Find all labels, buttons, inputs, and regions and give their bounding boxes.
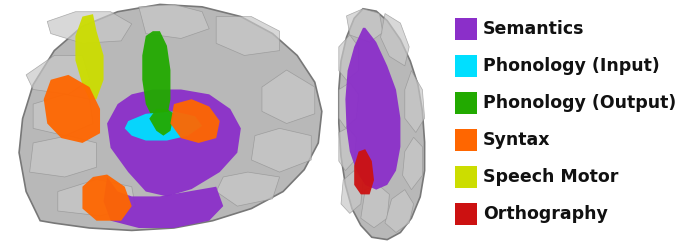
Bar <box>455 92 477 114</box>
Polygon shape <box>216 17 280 56</box>
Polygon shape <box>83 175 132 221</box>
Polygon shape <box>48 12 132 43</box>
Polygon shape <box>170 99 220 143</box>
Polygon shape <box>347 9 383 42</box>
Polygon shape <box>33 94 93 136</box>
Polygon shape <box>345 28 400 190</box>
Polygon shape <box>103 177 223 228</box>
Bar <box>455 129 477 151</box>
Polygon shape <box>339 9 424 240</box>
Polygon shape <box>58 179 135 216</box>
Bar <box>455 166 477 188</box>
Text: Syntax: Syntax <box>483 131 551 149</box>
Polygon shape <box>143 31 170 124</box>
Polygon shape <box>339 83 358 128</box>
Polygon shape <box>341 171 363 214</box>
Polygon shape <box>107 90 241 196</box>
Text: Speech Motor: Speech Motor <box>483 168 618 186</box>
Polygon shape <box>380 14 409 66</box>
Polygon shape <box>75 14 103 99</box>
Polygon shape <box>385 190 413 232</box>
Polygon shape <box>30 136 96 177</box>
Polygon shape <box>26 56 90 94</box>
Polygon shape <box>216 172 280 206</box>
Text: Semantics: Semantics <box>483 20 584 38</box>
Polygon shape <box>361 185 389 228</box>
Text: Phonology (Input): Phonology (Input) <box>483 57 660 75</box>
Polygon shape <box>125 111 202 141</box>
Polygon shape <box>354 149 374 194</box>
Polygon shape <box>251 128 311 172</box>
Polygon shape <box>138 4 209 38</box>
Bar <box>455 55 477 77</box>
Bar <box>455 18 477 40</box>
Bar <box>455 203 477 225</box>
Polygon shape <box>339 128 356 171</box>
Polygon shape <box>43 75 100 143</box>
Text: Phonology (Output): Phonology (Output) <box>483 94 676 112</box>
Polygon shape <box>262 70 315 124</box>
Polygon shape <box>405 71 424 132</box>
Text: Orthography: Orthography <box>483 205 608 223</box>
Polygon shape <box>150 109 174 136</box>
Polygon shape <box>19 4 322 230</box>
Polygon shape <box>339 35 358 80</box>
Polygon shape <box>402 137 422 190</box>
